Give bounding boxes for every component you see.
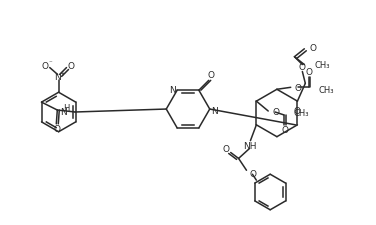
Text: NH: NH	[243, 142, 256, 151]
Text: O: O	[295, 83, 302, 92]
Text: O: O	[294, 106, 301, 115]
Text: O: O	[222, 144, 229, 153]
Text: N: N	[54, 73, 61, 82]
Text: O: O	[68, 62, 75, 71]
Text: O: O	[41, 62, 48, 71]
Text: N: N	[60, 107, 67, 116]
Text: N: N	[211, 106, 217, 115]
Text: O: O	[54, 125, 61, 134]
Text: O: O	[306, 68, 313, 77]
Text: O: O	[309, 44, 316, 53]
Text: O: O	[207, 71, 214, 80]
Text: O: O	[299, 63, 306, 72]
Text: CH₃: CH₃	[318, 86, 334, 94]
Text: O: O	[272, 107, 279, 116]
Text: CH₃: CH₃	[294, 109, 309, 118]
Text: O: O	[249, 169, 256, 178]
Text: O: O	[282, 126, 288, 135]
Text: +: +	[60, 71, 65, 77]
Text: N: N	[170, 85, 176, 94]
Text: CH₃: CH₃	[314, 61, 330, 70]
Text: H: H	[63, 103, 70, 112]
Text: ⁻: ⁻	[49, 60, 53, 66]
